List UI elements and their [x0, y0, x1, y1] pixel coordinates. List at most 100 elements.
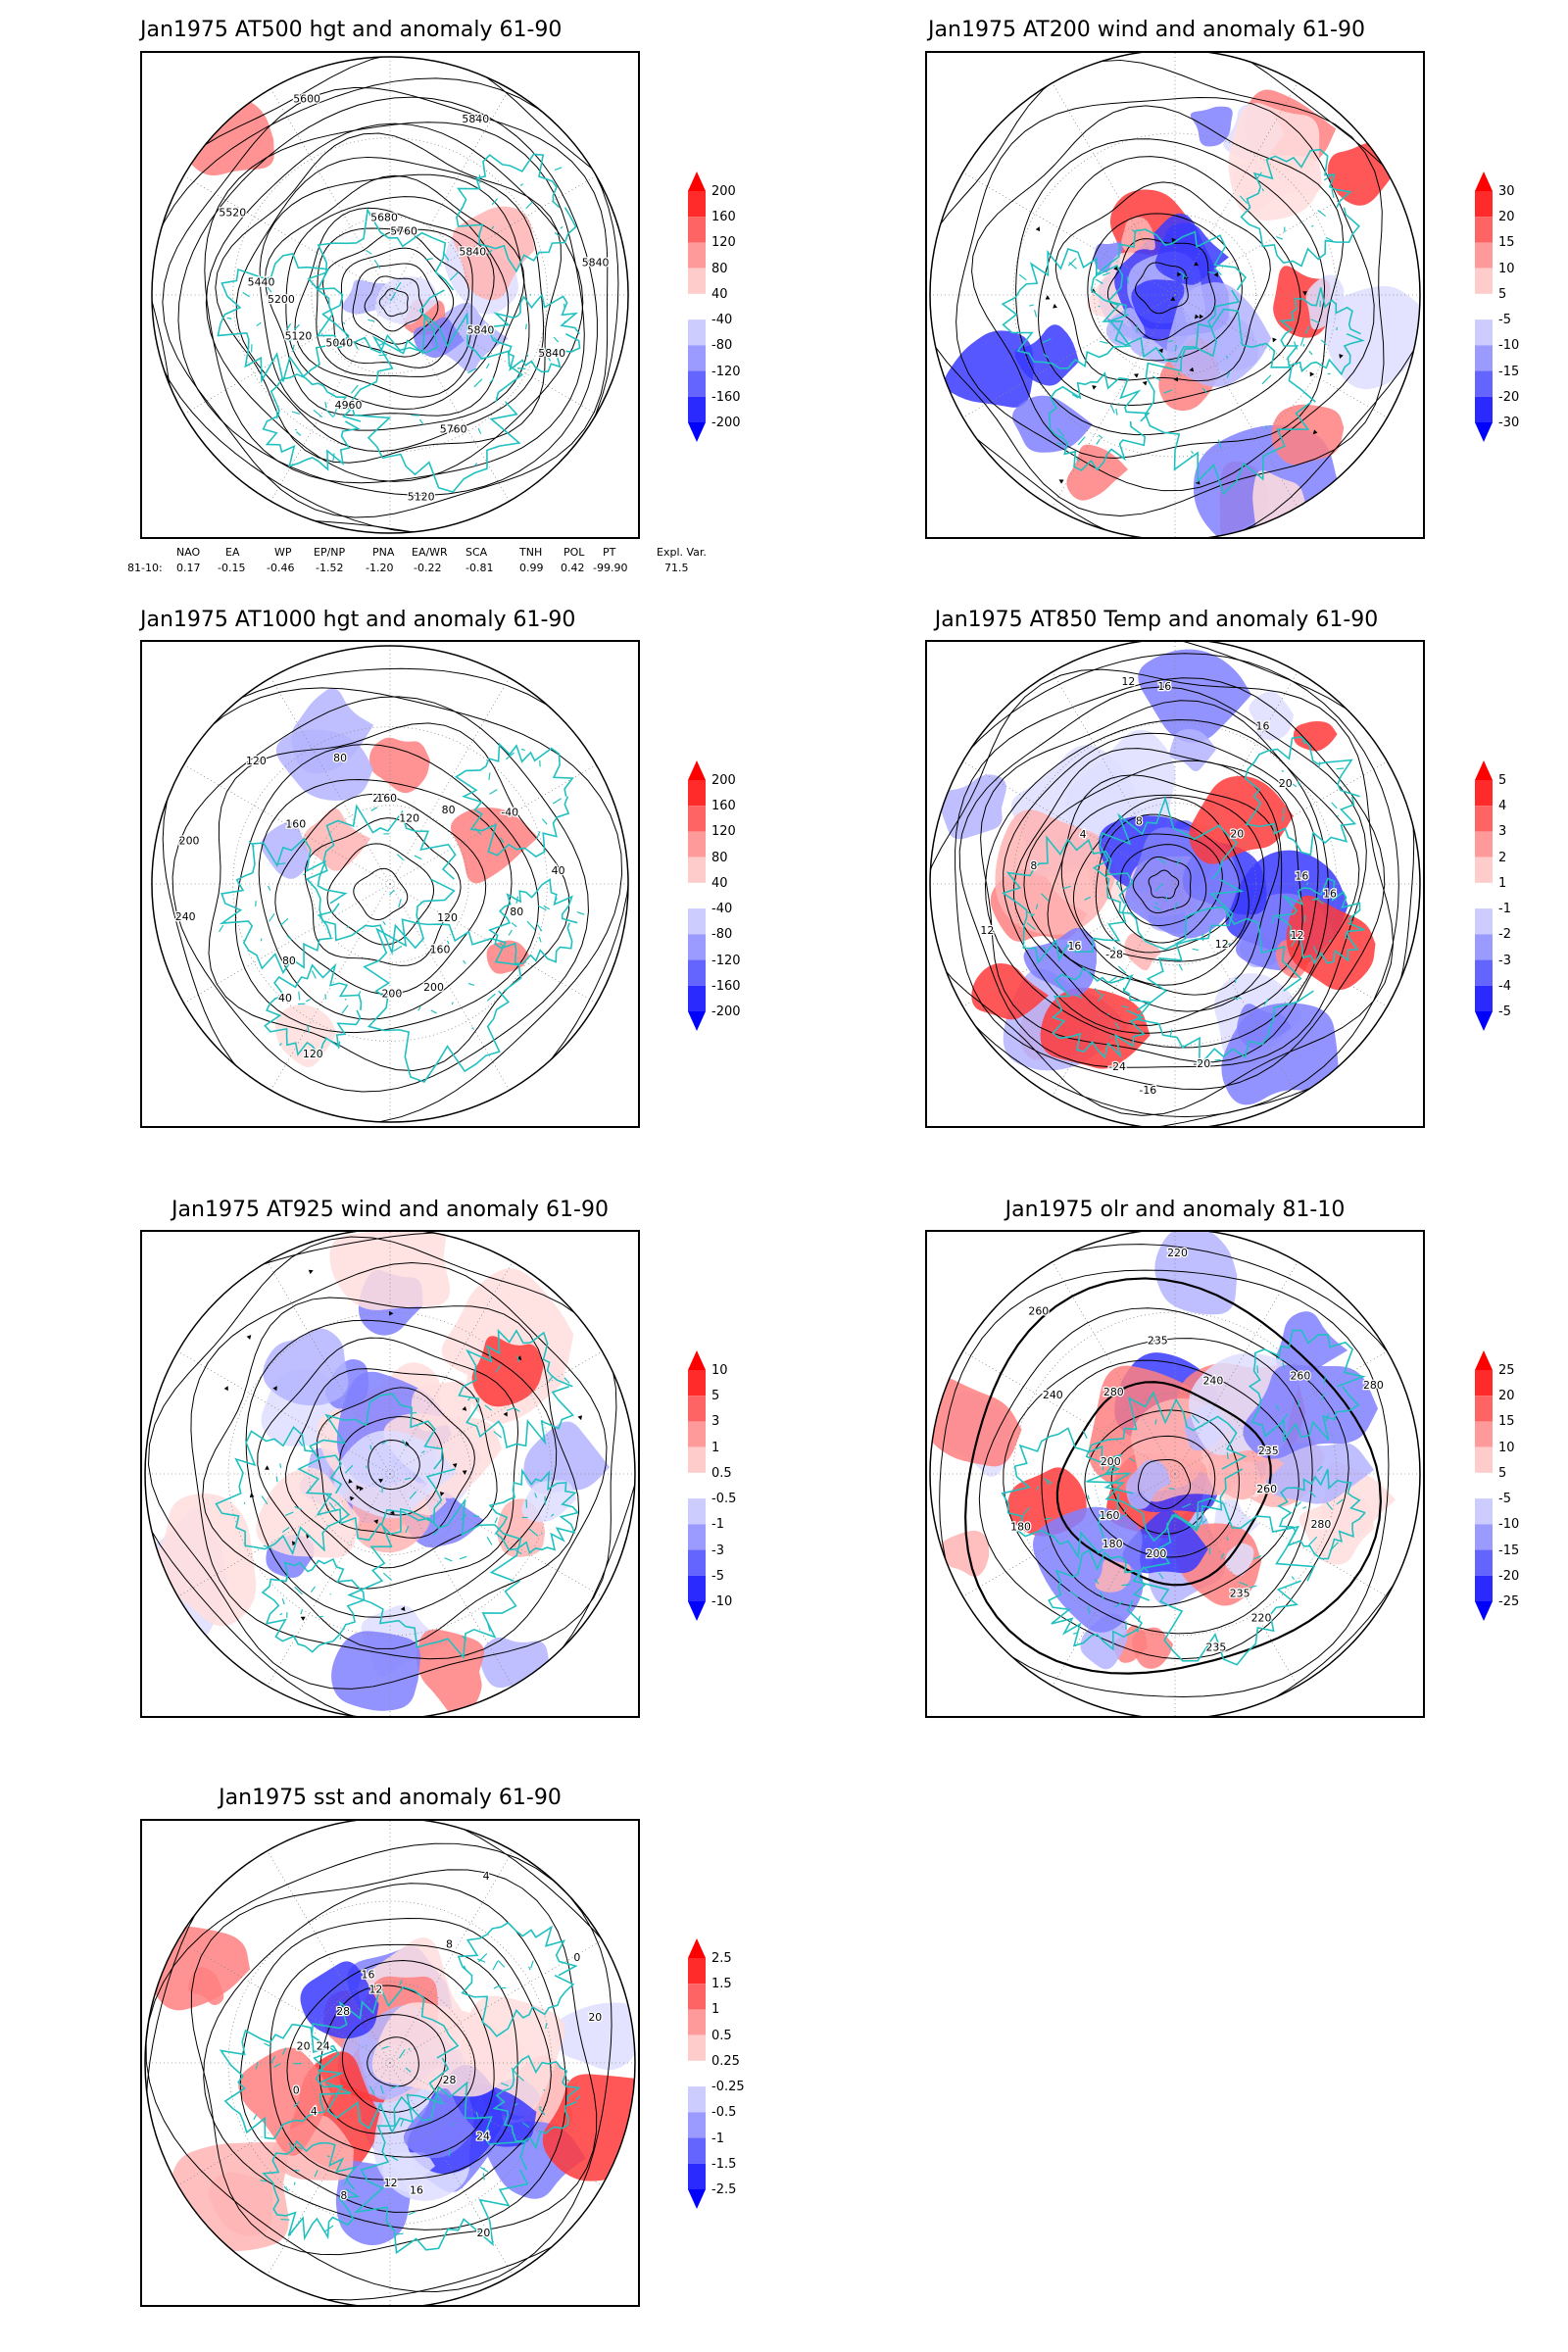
border-line [285, 1576, 288, 1583]
border-line [337, 1041, 341, 1050]
contour-line [190, 1261, 608, 1660]
border-line [459, 1555, 467, 1560]
contour-label: 12 [1215, 938, 1229, 951]
contour-line [151, 667, 629, 1123]
border-line [476, 186, 479, 190]
border-line [1045, 1479, 1051, 1486]
colorbar-segment [688, 217, 706, 243]
border-line [314, 2170, 318, 2178]
border-line [400, 2119, 405, 2128]
border-line [1034, 309, 1038, 318]
contour-label: 5760 [390, 225, 417, 238]
border-line [1331, 188, 1335, 198]
border-line [1201, 387, 1208, 394]
positive-anomaly-area [1040, 987, 1151, 1069]
colorbar-segment [1475, 242, 1493, 269]
contour-label: 20 [1230, 827, 1244, 840]
colorbar-label: -3 [711, 1543, 724, 1558]
negative-anomaly-area [1105, 308, 1146, 346]
streamline-arrow [265, 1465, 270, 1470]
border-line [1298, 1398, 1299, 1407]
border-line [378, 354, 388, 357]
contour-label: 80 [282, 955, 296, 967]
border-line [307, 1025, 310, 1033]
colorbar-max-arrow [1475, 760, 1493, 780]
streamline-arrow [1199, 314, 1204, 319]
border-line [1311, 899, 1318, 901]
negative-anomaly-area [1225, 1543, 1254, 1577]
coastlines [218, 742, 585, 1084]
streamline-arrow [356, 1485, 361, 1491]
border-line [538, 936, 542, 943]
border-line [538, 2106, 543, 2109]
streamline-arrow [291, 1541, 297, 1546]
colorbar-graphic [688, 1350, 706, 1621]
border-line [408, 2211, 416, 2216]
streamline-arrow [1045, 295, 1051, 300]
longitude-line [183, 175, 391, 296]
contour-label: 28 [443, 2074, 457, 2086]
contour-label: 160 [1100, 1509, 1120, 1522]
contour-line [162, 86, 609, 518]
border-line [538, 2108, 546, 2116]
tc-value: -1.52 [316, 562, 344, 574]
border-line [294, 1505, 303, 1511]
border-line [1192, 1414, 1200, 1424]
colorbar-segment [688, 780, 706, 807]
coastlines [1001, 148, 1365, 495]
border-line [273, 2063, 281, 2068]
colorbar-label: -1.5 [711, 2156, 737, 2172]
colorbar-segment [688, 985, 706, 1011]
coastline [1132, 1497, 1316, 1666]
contour-line [162, 687, 623, 1123]
latitude-circle [1012, 721, 1338, 1047]
border-line [333, 408, 337, 417]
colorbar-segment [688, 882, 706, 909]
contour-label: 280 [1103, 1386, 1124, 1398]
colorbar-max-arrow [1475, 172, 1493, 191]
colorbar-segment [688, 2163, 706, 2189]
border-line [1109, 1035, 1113, 1039]
contour-line [316, 227, 473, 377]
positive-anomaly-area [1293, 720, 1338, 752]
contour-label: 5840 [459, 246, 486, 259]
contour-label: 120 [303, 1048, 323, 1060]
tc-header: Expl. Var. [657, 546, 707, 559]
border-line [1112, 946, 1117, 954]
positive-anomaly-area [941, 1530, 990, 1577]
border-line [515, 2073, 524, 2082]
contour-label: 260 [1028, 1304, 1049, 1317]
border-line [530, 1960, 534, 1969]
colorbar-label: -20 [1498, 1568, 1520, 1584]
colorbar-at200: 30 20 15 10 5 -5 -10 -15 -20 -30 [1473, 172, 1551, 442]
colorbar-segment [1475, 396, 1493, 422]
contour-line [257, 1337, 519, 1590]
colorbar-segment [688, 2086, 706, 2113]
streamline-arrow [400, 1606, 406, 1611]
colorbar-label: -160 [711, 389, 741, 405]
coastline [488, 1468, 579, 1554]
border-line [1317, 1465, 1323, 1472]
border-line [281, 1598, 285, 1605]
border-line [1168, 1487, 1175, 1490]
negative-anomaly-area [1014, 324, 1080, 386]
border-line [537, 905, 547, 911]
contour-line [980, 700, 1360, 1063]
colorbar-label: 4 [1498, 799, 1507, 814]
border-line [1304, 325, 1310, 334]
positive-anomaly-area [450, 807, 539, 884]
contour-label: 4 [483, 1870, 490, 1883]
border-line [576, 910, 585, 915]
border-line [1096, 278, 1103, 284]
coastline [297, 1393, 456, 1542]
contour-label: 24 [476, 2130, 490, 2142]
tc-header: SCA [466, 546, 488, 559]
colorbar-segment [1475, 831, 1493, 858]
streamline-arrow [1195, 314, 1200, 319]
border-line [1226, 1537, 1229, 1542]
contour-label: -20 [1193, 1057, 1210, 1070]
streamline-arrow [1189, 367, 1195, 372]
colorbar-segment [1475, 908, 1493, 935]
map-at925 [144, 1232, 636, 1716]
longitude-line [389, 764, 597, 885]
